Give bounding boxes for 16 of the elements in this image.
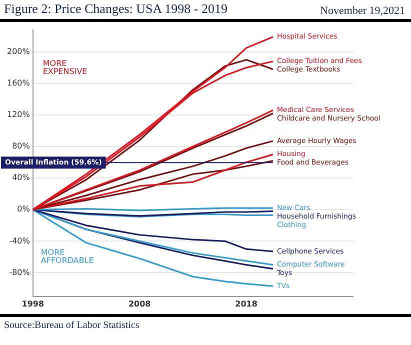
annotation: MORE EXPENSIVE	[42, 58, 88, 76]
y-tick-label: 120%	[6, 110, 30, 120]
chart-title: Figure 2: Price Changes: USA 1998 - 2019	[4, 1, 228, 17]
y-tick-label: 0%	[17, 204, 30, 214]
y-tick-label: -40%	[9, 236, 30, 246]
source-note: Source:Bureau of Labor Statistics	[0, 314, 411, 334]
y-tick-label: -80%	[9, 268, 30, 277]
x-tick-label: 2018	[235, 299, 258, 308]
y-tick-label: 80%	[12, 142, 30, 151]
x-tick-label: 1998	[22, 299, 44, 308]
text: November 19,2021	[320, 5, 405, 17]
annotation: MORE AFFORDABLE	[40, 248, 94, 266]
x-tick-label: 2008	[128, 299, 152, 308]
y-tick-label: 160%	[6, 78, 30, 88]
y-tick-label: 200%	[6, 46, 30, 56]
y-tick-label: 40%	[12, 173, 30, 182]
